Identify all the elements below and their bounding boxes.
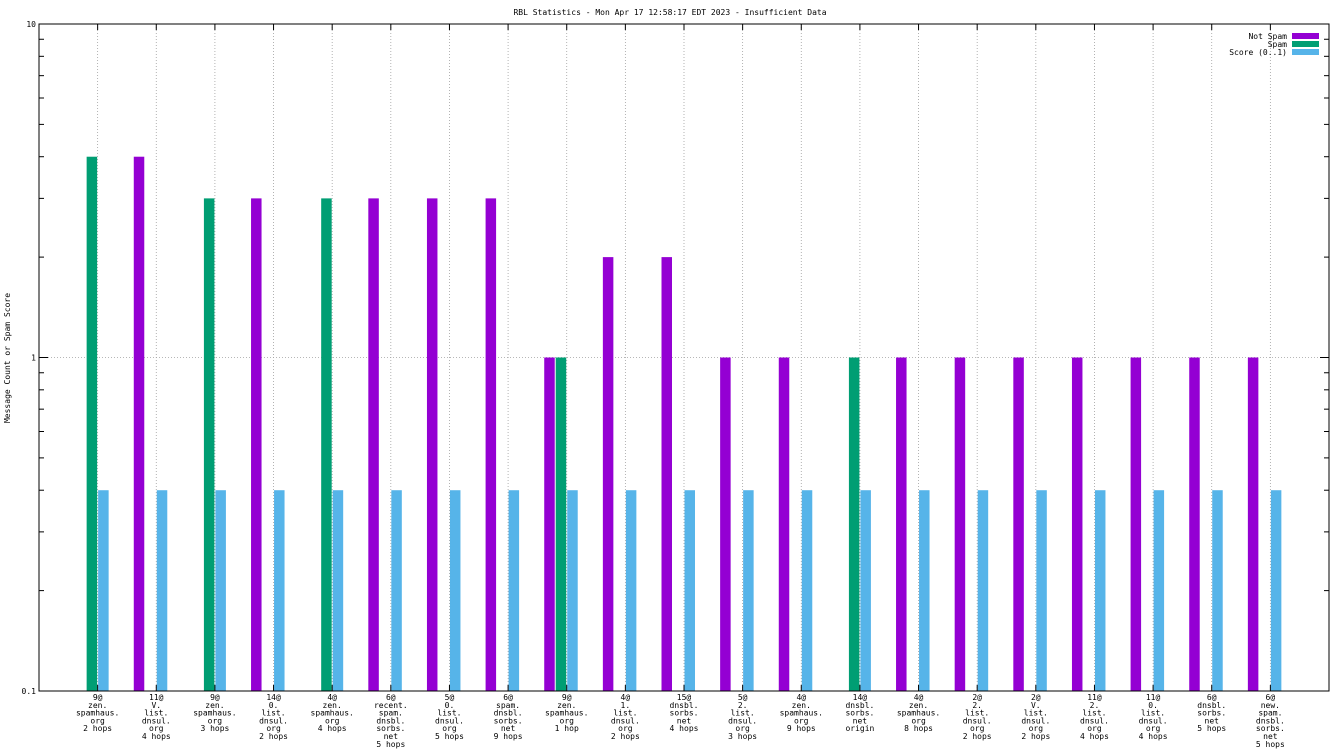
bar-not-spam [954,357,966,691]
x-tick-label: 14@ 0. list. dnsul. org 2 hops [259,693,288,741]
bar-score-0-1 [684,490,695,691]
y-tick-label: 1 [31,354,36,363]
grid-layer [39,24,1329,691]
x-tick-label: 5@ 2. list. dnsul. org 3 hops [728,693,757,741]
y-axis-label: Message Count or Spam Score [3,293,12,423]
bar-score-0-1 [567,490,578,691]
y-tick-label: 10 [26,20,36,29]
bar-not-spam [1247,357,1259,691]
bar-score-0-1 [743,490,754,691]
axis-layer: 0.1 1 10 [22,20,1329,696]
bar-not-spam [720,357,731,691]
bar-not-spam [544,357,555,691]
x-tick-label: 6@ dnsbl. sorbs. net 5 hops [1197,693,1226,733]
legend-label: Score (0..1) [1229,48,1287,57]
bar-not-spam [485,198,497,691]
bar-score-0-1 [1153,490,1165,691]
bar-score-0-1 [508,490,520,691]
bar-score-0-1 [449,490,461,691]
x-tick-label: 15@ dnsbl. sorbs. net 4 hops [670,693,699,733]
bar-score-0-1 [919,490,930,691]
x-tick-label: 14@ dnsbl. sorbs. net origin [845,693,874,733]
x-tick-label: 11@ 2. list. dnsul. org 4 hops [1080,693,1109,741]
bar-score-0-1 [274,490,285,691]
x-tick-label: 4@ zen. spamhaus. org 4 hops [311,693,354,733]
bar-spam [848,357,860,691]
x-tick-label: 2@ 2. list. dnsul. org 2 hops [963,693,992,741]
bar-not-spam [1071,357,1083,691]
bar-score-0-1 [1270,490,1282,691]
x-tick-label: 9@ zen. spamhaus. org 3 hops [193,693,236,733]
bar-not-spam [896,357,907,691]
bar-spam [86,156,98,691]
bar-not-spam [602,257,614,691]
y-tick-label: 0.1 [22,687,37,696]
x-tick-label: 2@ V. list. dnsul. org 2 hops [1021,693,1050,741]
bar-not-spam [251,198,262,691]
bar-score-0-1 [332,490,344,691]
bar-score-0-1 [1212,490,1223,691]
x-tick-label: 11@ V. list. dnsul. org 4 hops [142,693,171,741]
legend-label: Not Spam [1248,32,1287,41]
bar-spam [321,198,332,691]
bar-not-spam [661,257,672,691]
bar-not-spam [1013,357,1024,691]
bar-score-0-1 [625,490,637,691]
bar-score-0-1 [98,490,109,691]
x-tick-label: 4@ 1. list. dnsul. org 2 hops [611,693,640,741]
bar-not-spam [1130,357,1142,691]
bar-score-0-1 [860,490,871,691]
x-tick-label: 9@ zen. spamhaus. org 2 hops [76,693,119,733]
legend-label: Spam [1268,40,1287,49]
bar-spam [555,357,567,691]
legend-swatch [1292,49,1319,55]
legend-swatch [1292,33,1319,39]
bar-score-0-1 [391,490,402,691]
bar-score-0-1 [977,490,989,691]
x-tick-label: 6@ spam. dnsbl. sorbs. net 9 hops [494,693,523,741]
bar-not-spam [368,198,379,691]
chart-title: RBL Statistics - Mon Apr 17 12:58:17 EDT… [513,8,826,17]
bar-score-0-1 [215,490,226,691]
bar-not-spam [426,198,438,691]
bar-score-0-1 [801,490,813,691]
bars-layer [86,156,1282,691]
bar-score-0-1 [156,490,168,691]
x-tick-label: 6@ recent. spam. dnsbl. sorbs. net 5 hops [374,693,408,749]
x-tick-labels: 9@ zen. spamhaus. org 2 hops 11@ V. list. dnsul.… [76,693,1285,749]
x-tick-label: 9@ zen. spamhaus. org 1 hop [545,693,588,733]
bar-spam [203,198,215,691]
bar-score-0-1 [1094,490,1106,691]
x-tick-label: 11@ 0. list. dnsul. org 4 hops [1139,693,1168,741]
x-tick-label: 4@ zen. spamhaus. org 9 hops [780,693,823,733]
bar-not-spam [133,156,145,691]
legend-swatch [1292,41,1319,47]
bar-score-0-1 [1036,490,1047,691]
bar-not-spam [1189,357,1200,691]
x-tick-label: 6@ new. spam. dnsbl. sorbs. net 5 hops [1256,693,1285,749]
x-tick-label: 5@ 0. list. dnsul. org 5 hops [435,693,464,741]
bar-not-spam [778,357,790,691]
x-tick-label: 4@ zen. spamhaus. org 8 hops [897,693,940,733]
